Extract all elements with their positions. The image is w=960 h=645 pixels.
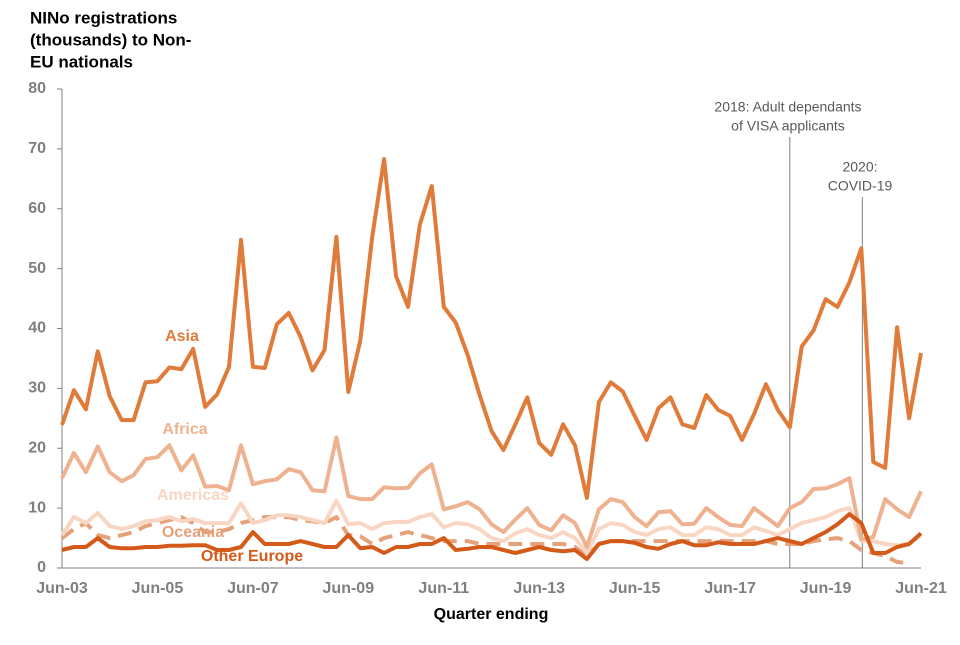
y-tick-label: 80 [28,80,46,97]
y-tick-label: 50 [28,260,46,277]
x-tick-label: Jun-09 [323,580,375,597]
series-line [60,435,923,549]
y-axis-title: (thousands) to Non- [30,30,191,49]
x-tick-label: Jun-13 [513,580,565,597]
x-tick-label: Jun-05 [132,580,184,597]
x-tick-label: Jun-21 [895,580,947,597]
series-line [61,512,923,561]
annotation: COVID-19 [828,178,893,194]
y-tick-label: 30 [28,380,46,397]
y-tick-label: 10 [28,499,46,516]
y-tick-label: 70 [28,140,46,157]
series-label: Americas [157,487,229,504]
x-tick-label: Jun-19 [800,580,852,597]
annotation: 2018: Adult dependants [714,99,861,115]
x-axis-title: Quarter ending [434,606,549,623]
series-line [60,498,923,555]
series-label: Oceania [162,524,224,541]
y-axis-title: NINo registrations [30,8,177,27]
series-line [60,157,923,500]
series-label: Asia [165,328,199,345]
y-tick-label: 20 [28,439,46,456]
x-tick-label: Jun-07 [227,580,279,597]
annotation: 2020: [842,159,877,175]
series-label: Africa [162,421,207,438]
series-label: Other Europe [201,548,303,565]
x-tick-label: Jun-11 [418,580,469,597]
y-tick-label: 40 [28,320,46,337]
y-axis-title: EU nationals [30,52,133,71]
x-tick-label: Jun-17 [704,580,756,597]
annotation: of VISA applicants [731,118,845,134]
x-tick-label: Jun-03 [36,580,88,597]
y-tick-label: 0 [37,559,46,576]
y-tick-label: 60 [28,200,46,217]
x-tick-label: Jun-15 [609,580,661,597]
